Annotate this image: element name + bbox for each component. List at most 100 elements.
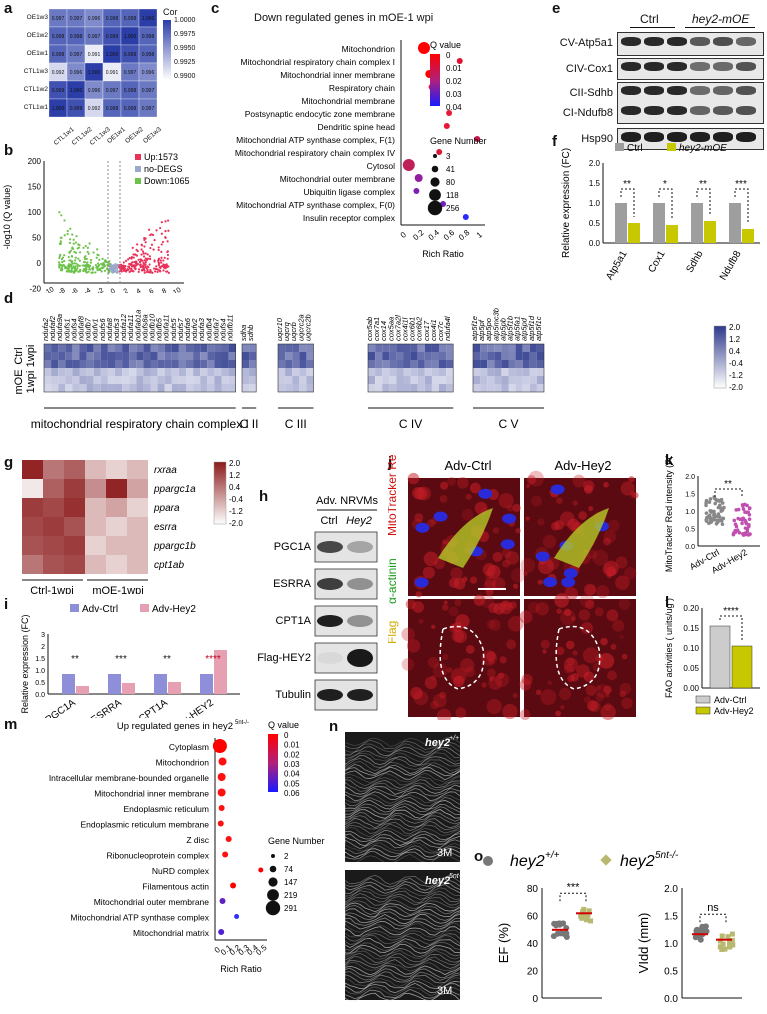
volcano-point xyxy=(143,269,146,272)
volcano-point xyxy=(70,270,73,273)
heatmap-g-legend-tick: 2.0 xyxy=(229,459,241,468)
blot-e-band xyxy=(644,62,664,71)
dotplot-gene-tick: 147 xyxy=(284,878,298,887)
micro-texture xyxy=(540,689,557,706)
heatmap-cell xyxy=(396,368,404,376)
blot-h-col-hey2: Hey2 xyxy=(346,515,372,527)
heatmap-cell xyxy=(278,360,286,368)
micro-texture xyxy=(481,682,487,688)
micro-texture xyxy=(512,583,519,589)
volcano-point xyxy=(147,266,150,269)
scatter-o-y-tick: 60 xyxy=(527,912,539,923)
scatter-k-sig-bracket xyxy=(714,488,743,497)
blot-e-band xyxy=(667,86,687,95)
heatmap-d-colorbar xyxy=(713,325,727,389)
heatmap-cell xyxy=(368,384,376,392)
heatmap-cell xyxy=(100,368,108,376)
volcano-point xyxy=(110,267,113,271)
volcano-point xyxy=(79,268,82,271)
micro-nucleus xyxy=(535,551,550,562)
gene-label: atp5pd xyxy=(520,317,529,341)
heatmap-g-cell xyxy=(22,555,43,574)
scatter-o-mut-point xyxy=(580,912,586,918)
heatmap-cell xyxy=(207,344,215,352)
heatmap-cell xyxy=(100,344,108,352)
dotplot-point xyxy=(219,898,226,904)
heatmap-cell xyxy=(79,368,87,376)
scatter-o-sig-bracket xyxy=(699,913,727,923)
heatmap-cell xyxy=(306,352,314,360)
heatmap-cell xyxy=(389,368,397,376)
volcano-point xyxy=(137,270,140,273)
volcano-point xyxy=(141,269,144,272)
blot-h-header: Adv. NRVMs xyxy=(316,495,378,507)
volcano-legend-text: Down:1065 xyxy=(144,176,190,186)
volcano-point xyxy=(115,264,119,267)
heatmap-cell xyxy=(487,384,495,392)
heatmap-cell xyxy=(164,384,172,392)
heatmap-cell xyxy=(122,344,130,352)
echo-trace xyxy=(344,820,461,831)
heatmap-g-cell xyxy=(22,517,43,536)
micro-texture xyxy=(465,493,472,500)
micro-texture xyxy=(449,623,459,633)
heatmap-row-label: CTL1w3 xyxy=(23,68,48,75)
scatter-o-mut-point xyxy=(586,908,592,914)
micro-texture xyxy=(607,519,620,532)
heatmap-g-cell xyxy=(85,460,106,479)
heatmap-cell xyxy=(249,360,257,368)
heatmap-cell xyxy=(157,384,165,392)
volcano-point xyxy=(166,253,170,257)
scatter-o-mut-point xyxy=(729,937,735,943)
micro-texture xyxy=(596,585,610,599)
micro-texture xyxy=(502,559,510,568)
heatmap-cell xyxy=(501,352,509,360)
echo-trace xyxy=(344,835,461,847)
scatter-o-sig: *** xyxy=(567,881,581,893)
volcano-point xyxy=(120,268,123,271)
micro-texture xyxy=(565,640,575,650)
heatmap-cell xyxy=(306,344,314,352)
bar-l-y-label: FAO activities ( units/ug ) xyxy=(664,598,674,698)
dotplot-point xyxy=(474,136,481,142)
volcano-point xyxy=(165,263,168,266)
dotplot-q-tick: 0.01 xyxy=(446,64,462,73)
heatmap-cell xyxy=(79,376,87,384)
scatter-o-sig-bracket xyxy=(559,892,587,902)
dotplot-gene-dot xyxy=(429,189,441,201)
heatmap-g-cell xyxy=(43,555,64,574)
heatmap-cell-value: 0.997 xyxy=(88,34,101,40)
dotplot-term-label: Mitochondrial matrix xyxy=(133,928,210,938)
heatmap-cell xyxy=(86,368,94,376)
heatmap-cell xyxy=(446,368,454,376)
heatmap-cell xyxy=(285,344,293,352)
dotplot-point xyxy=(234,914,240,919)
micro-texture xyxy=(474,501,488,515)
micro-texture xyxy=(628,476,635,483)
volcano-point xyxy=(120,265,123,268)
group-label: mitochondrial respiratory chain complex … xyxy=(31,417,249,431)
heatmap-cell xyxy=(214,344,222,352)
heatmap-cell xyxy=(58,360,66,368)
heatmap-cell xyxy=(508,352,516,360)
micro-texture xyxy=(519,610,533,624)
volcano-point xyxy=(108,260,111,263)
echo-trace xyxy=(344,781,461,792)
heatmap-cell xyxy=(522,344,530,352)
heatmap-cell xyxy=(508,368,516,376)
heatmap-g-gene-label: rxraa xyxy=(154,465,177,476)
volcano-point xyxy=(103,264,106,267)
micro-outline xyxy=(439,625,485,690)
heatmap-cell xyxy=(439,376,447,384)
volcano-x-tick: 8 xyxy=(161,288,168,293)
micro-texture xyxy=(422,566,435,579)
heatmap-cell xyxy=(368,360,376,368)
blot-e-band-label: Hsp90 xyxy=(581,133,613,145)
heatmap-g-cell xyxy=(43,536,64,555)
micro-texture xyxy=(427,519,436,528)
heatmap-cell xyxy=(186,376,194,384)
heatmap-cell xyxy=(100,352,108,360)
volcano-point xyxy=(74,265,77,268)
heatmap-cell xyxy=(143,344,151,352)
